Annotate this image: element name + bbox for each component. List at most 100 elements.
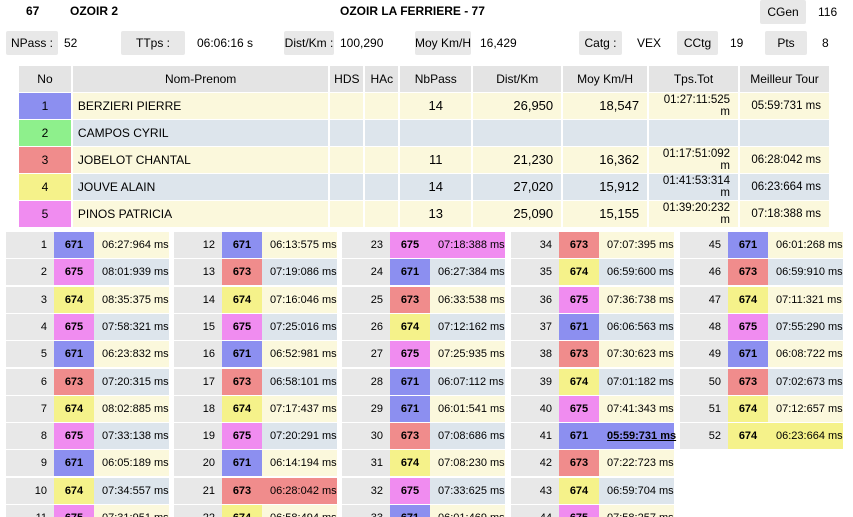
lap-item: 28 671 06:07:112 ms xyxy=(342,368,505,395)
lap-number: 48 xyxy=(680,313,728,340)
lap-number: 6 xyxy=(6,368,54,395)
lap-time: 05:59:731 ms xyxy=(599,423,676,450)
table-row[interactable]: 3 JOBELOT CHANTAL 11 21,230 16,362 01:17:51:0… xyxy=(19,146,831,174)
lap-number: 3 xyxy=(6,286,54,313)
lap-number: 52 xyxy=(680,423,728,450)
lap-car: 671 xyxy=(390,259,430,286)
lap-time: 06:52:981 ms xyxy=(270,348,337,361)
lap-time: 06:07:112 ms xyxy=(438,375,504,388)
lap-number: 38 xyxy=(511,341,559,368)
lap-item: 17 673 06:58:101 ms xyxy=(174,368,337,395)
lap-number: 29 xyxy=(342,395,390,422)
race-number: 67 xyxy=(26,4,40,18)
lap-item: 12 671 06:13:575 ms xyxy=(174,232,337,258)
lap-number: 25 xyxy=(342,286,390,313)
driver-number: 1 xyxy=(19,92,73,120)
lap-time: 07:20:291 ms xyxy=(270,430,337,443)
lap-car: 674 xyxy=(222,395,262,422)
lap-number: 50 xyxy=(680,368,728,395)
driver-name: JOUVE ALAIN xyxy=(71,173,331,201)
lap-car: 675 xyxy=(728,313,768,340)
driver-number: 3 xyxy=(19,146,73,174)
pts-value: 8 xyxy=(822,36,829,50)
lap-number: 17 xyxy=(174,368,222,395)
lap-car: 674 xyxy=(222,286,262,313)
driver-hac xyxy=(364,173,401,201)
lap-item: 24 671 06:27:384 ms xyxy=(342,259,505,286)
lap-time: 06:05:189 ms xyxy=(102,457,169,470)
table-row[interactable]: 5 PINOS PATRICIA 13 25,090 15,155 01:39:20:23… xyxy=(19,200,831,228)
driver-hds xyxy=(329,146,366,174)
lap-number: 32 xyxy=(342,477,390,504)
driver-total-time: 01:27:11:525 m xyxy=(648,92,741,120)
lap-car: 673 xyxy=(728,259,768,286)
table-row[interactable]: 1 BERZIERI PIERRE 14 26,950 18,547 01:27:11:5… xyxy=(19,92,831,120)
catg-label: Catg : xyxy=(579,31,622,55)
lap-item: 38 673 07:30:623 ms xyxy=(511,341,674,368)
lap-time: 07:55:290 ms xyxy=(776,320,843,333)
lap-car: 675 xyxy=(54,313,94,340)
cctg-value: 19 xyxy=(730,36,744,50)
driver-hac xyxy=(364,146,401,174)
lap-number: 8 xyxy=(6,423,54,450)
lap-time: 07:17:437 ms xyxy=(270,402,337,415)
lap-number: 15 xyxy=(174,313,222,340)
lap-number: 49 xyxy=(680,341,728,368)
lap-number: 21 xyxy=(174,477,222,504)
lap-time: 06:13:575 ms xyxy=(270,239,337,251)
driver-moy: 18,547 xyxy=(562,92,650,120)
lap-car: 673 xyxy=(222,259,262,286)
col-tps: Tps.Tot xyxy=(648,66,741,93)
driver-nbpass: 14 xyxy=(399,173,474,201)
lap-car: 675 xyxy=(54,505,94,517)
lap-car: 671 xyxy=(222,232,262,258)
lap-time: 07:25:935 ms xyxy=(438,348,505,361)
lap-time: 07:30:623 ms xyxy=(607,348,674,361)
lap-time: 06:58:494 ms xyxy=(262,505,337,517)
lap-time: 06:23:664 ms xyxy=(768,423,843,450)
lap-car: 671 xyxy=(222,450,262,477)
lap-time: 06:33:538 ms xyxy=(438,293,505,306)
lap-number: 12 xyxy=(174,232,222,258)
driver-name: PINOS PATRICIA xyxy=(71,200,331,228)
lap-item: 51 674 07:12:657 ms xyxy=(680,395,843,422)
results-table: No Nom-Prenom HDS HAc NbPass Dist/Km Moy… xyxy=(19,66,831,228)
driver-total-time: 01:17:51:092 m xyxy=(648,146,741,174)
lap-time: 07:02:673 ms xyxy=(776,375,843,388)
lap-time: 07:19:086 ms xyxy=(270,266,337,279)
lap-car: 673 xyxy=(559,232,599,258)
lap-car: 673 xyxy=(222,477,262,504)
lap-time: 06:23:832 ms xyxy=(102,348,169,361)
lap-car: 673 xyxy=(390,286,430,313)
lap-number: 11 xyxy=(6,505,54,517)
lap-car: 675 xyxy=(54,423,94,450)
col-hac: HAc xyxy=(364,66,401,93)
lap-time: 07:12:162 ms xyxy=(438,320,505,333)
lap-number: 10 xyxy=(6,477,54,504)
lap-time: 06:06:563 ms xyxy=(607,320,674,333)
lap-car: 674 xyxy=(222,505,262,517)
lap-number: 51 xyxy=(680,395,728,422)
lap-car: 675 xyxy=(222,423,262,450)
col-no: No xyxy=(19,66,73,93)
moy-value: 16,429 xyxy=(480,36,517,50)
driver-dist: 27,020 xyxy=(472,173,564,201)
npass-value: 52 xyxy=(64,36,78,50)
lap-car: 671 xyxy=(390,505,430,517)
lap-car: 673 xyxy=(559,341,599,368)
lap-time: 06:59:600 ms xyxy=(607,266,674,279)
lap-time: 07:18:388 ms xyxy=(430,232,505,258)
page-title: OZOIR LA FERRIERE - 77 xyxy=(340,4,485,18)
lap-car: 674 xyxy=(559,368,599,395)
lap-number: 45 xyxy=(680,232,728,258)
lap-item: 4 675 07:58:321 ms xyxy=(6,313,169,340)
lap-item: 46 673 06:59:910 ms xyxy=(680,259,843,286)
table-row[interactable]: 4 JOUVE ALAIN 14 27,020 15,912 01:41:53:314 m… xyxy=(19,173,831,201)
lap-number: 16 xyxy=(174,341,222,368)
lap-item: 1167507:31:951 ms xyxy=(6,505,169,517)
lap-number: 37 xyxy=(511,313,559,340)
lap-car: 674 xyxy=(728,423,768,450)
lap-number: 24 xyxy=(342,259,390,286)
table-row[interactable]: 2 CAMPOS CYRIL xyxy=(19,119,831,147)
lap-number: 34 xyxy=(511,232,559,258)
